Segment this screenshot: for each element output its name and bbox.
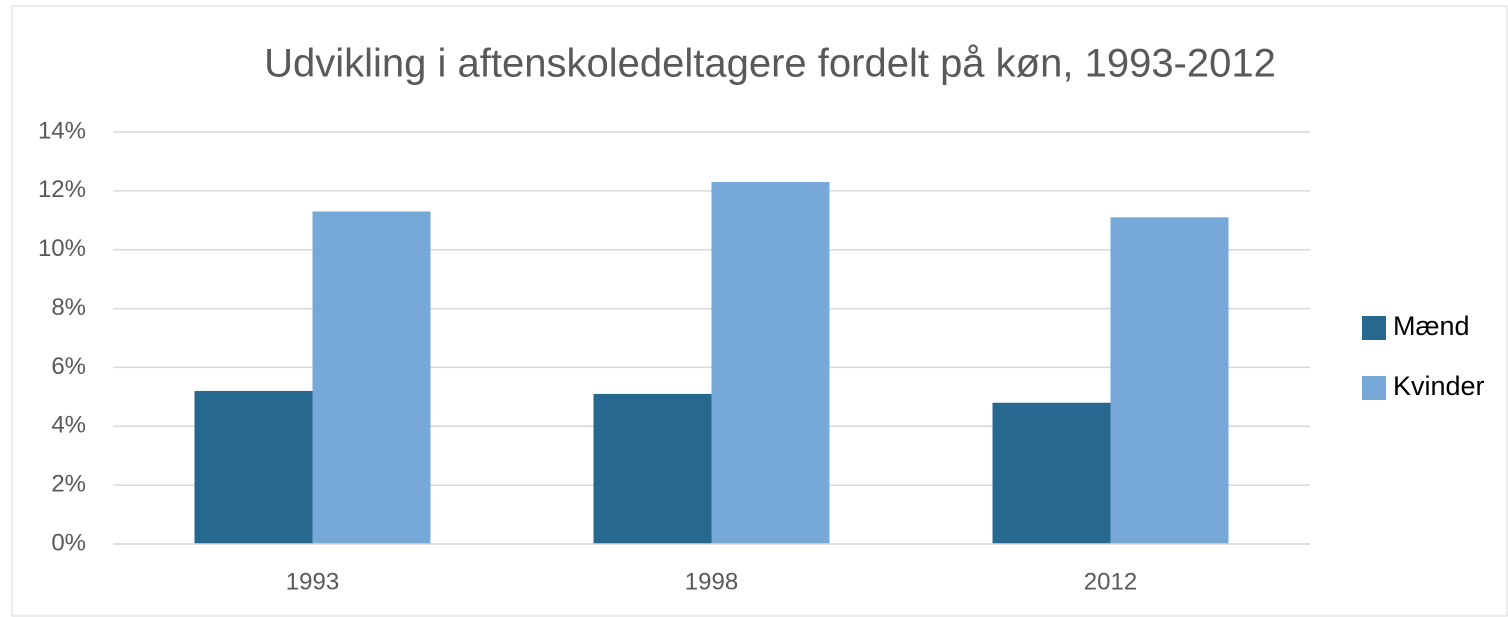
y-tick-label: 8% xyxy=(51,294,86,321)
y-tick-label: 2% xyxy=(51,470,86,497)
legend-swatch xyxy=(1362,316,1386,340)
y-tick-label: 10% xyxy=(38,235,86,262)
y-tick-label: 14% xyxy=(38,117,86,144)
bar xyxy=(992,402,1111,544)
bar xyxy=(194,390,313,544)
legend-label: Kvinder xyxy=(1393,371,1485,401)
bar xyxy=(593,393,712,544)
bar xyxy=(1110,217,1229,545)
bar xyxy=(711,182,830,544)
chart-title: Udvikling i aftenskoledeltagere fordelt … xyxy=(264,42,1276,86)
x-tick-label: 2012 xyxy=(1084,568,1137,595)
y-tick-label: 12% xyxy=(38,176,86,203)
legend-swatch xyxy=(1362,376,1386,400)
x-tick-label: 1993 xyxy=(286,568,339,595)
legend-label: Mænd xyxy=(1393,311,1470,341)
y-tick-label: 6% xyxy=(51,353,86,380)
x-tick-label: 1998 xyxy=(685,568,738,595)
y-tick-label: 0% xyxy=(51,529,86,556)
bar xyxy=(312,211,431,544)
y-tick-label: 4% xyxy=(51,412,86,439)
